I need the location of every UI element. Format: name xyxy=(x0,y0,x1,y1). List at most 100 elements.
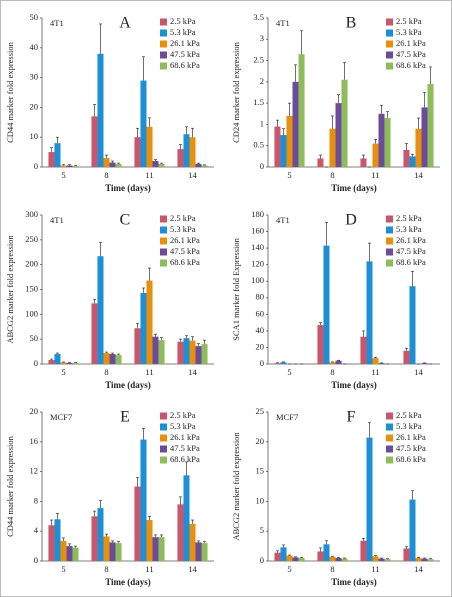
legend-swatch xyxy=(386,434,393,442)
bar xyxy=(384,118,391,167)
x-tick-label: 5 xyxy=(61,564,65,574)
legend-label: 5.3 kPa xyxy=(170,27,196,37)
cell-line-label: MCF7 xyxy=(276,412,298,422)
error-bar xyxy=(184,126,188,135)
bar xyxy=(54,354,61,364)
legend-swatch xyxy=(160,423,167,431)
x-tick-label: 8 xyxy=(330,564,334,574)
error-bar xyxy=(117,162,121,165)
y-tick-label: 40 xyxy=(30,42,39,52)
legend-label: 47.5 kPa xyxy=(396,443,426,453)
error-bar xyxy=(324,540,328,545)
bar xyxy=(146,280,153,364)
bar xyxy=(152,336,159,364)
y-tick-label: 10 xyxy=(30,131,39,141)
error-bar xyxy=(117,353,121,356)
error-bar xyxy=(98,23,102,54)
error-bar xyxy=(374,138,377,144)
bar xyxy=(97,508,104,561)
y-axis-label: CD44 marker fold expression xyxy=(5,435,15,537)
error-bar xyxy=(343,62,347,80)
y-tick-label: 20 xyxy=(30,406,39,416)
y-tick-label: 20 xyxy=(30,101,39,111)
error-bar xyxy=(374,555,377,557)
bar xyxy=(195,346,202,364)
legend-swatch xyxy=(160,248,167,256)
legend-label: 5.3 kPa xyxy=(396,27,422,37)
bar xyxy=(329,128,336,167)
x-axis-label: Time (days) xyxy=(331,577,377,587)
y-tick-label: 50 xyxy=(30,12,39,22)
bar xyxy=(317,325,324,364)
legend-label: 26.1 kPa xyxy=(170,432,200,442)
y-tick-label: 10 xyxy=(256,495,265,505)
panel: F MCF7 ABCG2 marker fold expression Time (d… xyxy=(231,406,440,587)
legend-label: 5.3 kPa xyxy=(396,224,422,234)
error-bar xyxy=(429,558,433,560)
legend-label: 26.1 kPa xyxy=(396,432,426,442)
bar xyxy=(115,543,122,561)
legend-label: 68.6 kPa xyxy=(396,257,426,267)
error-bar xyxy=(300,557,304,559)
bar xyxy=(140,80,147,167)
error-bar xyxy=(294,64,298,82)
error-bar xyxy=(386,558,390,560)
bar xyxy=(134,137,141,167)
panel-letter: C xyxy=(120,212,131,229)
error-bar xyxy=(105,154,108,159)
error-bar xyxy=(318,154,322,159)
bar xyxy=(378,363,385,364)
x-tick-label: 14 xyxy=(414,170,423,180)
legend-swatch xyxy=(160,18,167,26)
bar xyxy=(317,551,324,561)
bar xyxy=(177,341,184,364)
legend-label: 68.6 kPa xyxy=(170,454,200,464)
y-tick-label: 15 xyxy=(256,466,265,476)
legend-swatch xyxy=(386,445,393,453)
legend-label: 26.1 kPa xyxy=(396,235,426,245)
error-bar xyxy=(154,534,158,538)
legend-label: 68.6 kPa xyxy=(170,60,200,70)
x-tick-label: 5 xyxy=(287,170,291,180)
bar xyxy=(280,362,287,364)
error-bar xyxy=(49,358,53,361)
y-tick-label: 2.5 xyxy=(253,55,264,65)
error-bar xyxy=(404,546,408,549)
panel: A 4T1 CD44 marker fold expression Time (day… xyxy=(5,12,214,193)
bar xyxy=(415,128,422,167)
y-tick-label: 0 xyxy=(34,161,38,171)
error-bar xyxy=(404,143,408,150)
y-axis-label: CD24 marker fold expression xyxy=(231,41,241,143)
bar xyxy=(109,162,116,167)
bar xyxy=(158,340,165,364)
y-tick-label: 0 xyxy=(34,555,38,565)
x-tick-label: 11 xyxy=(371,170,379,180)
y-tick-label: 16 xyxy=(30,436,39,446)
bar xyxy=(115,164,122,167)
bar xyxy=(366,261,373,364)
error-bar xyxy=(343,557,347,559)
y-axis-label: ABCG2 marker fold expression xyxy=(5,235,15,344)
error-bar xyxy=(141,56,145,81)
legend-label: 26.1 kPa xyxy=(170,38,200,48)
bar xyxy=(97,53,104,168)
panel: B 4T1 CD24 marker fold expression Time (day… xyxy=(231,12,440,193)
bar xyxy=(421,107,428,167)
legend-label: 5.3 kPa xyxy=(396,421,422,431)
bar xyxy=(103,158,110,167)
bar xyxy=(60,165,67,167)
error-bar xyxy=(331,115,334,129)
bar xyxy=(378,113,385,167)
y-tick-label: 120 xyxy=(251,259,264,269)
error-bar xyxy=(374,357,377,359)
error-bar xyxy=(160,337,164,341)
bar xyxy=(274,126,281,167)
error-bar xyxy=(410,490,414,500)
bar xyxy=(103,353,110,364)
panel-letter: E xyxy=(120,409,130,426)
legend-swatch xyxy=(160,29,167,37)
bar xyxy=(274,363,281,364)
error-bar xyxy=(154,333,158,337)
legend-label: 47.5 kPa xyxy=(396,246,426,256)
error-bar xyxy=(288,554,291,556)
